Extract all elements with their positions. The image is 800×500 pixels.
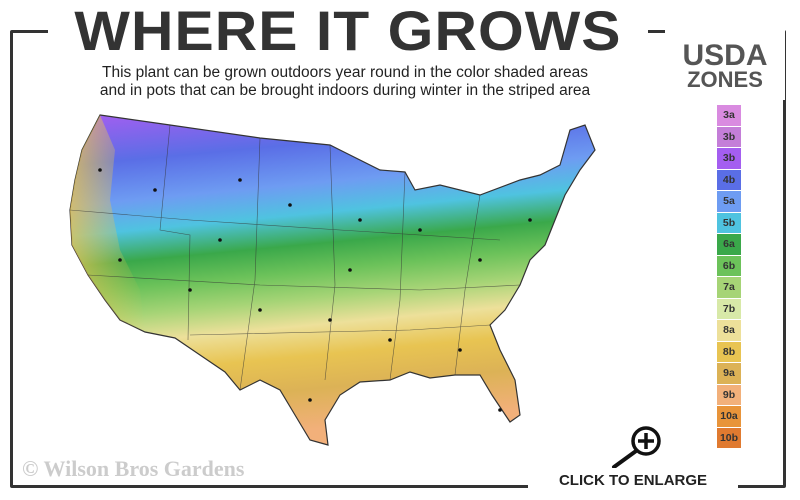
legend-zone-4b: 4b bbox=[717, 169, 741, 190]
page-title: WHERE IT GROWS bbox=[74, 0, 622, 62]
city-markers bbox=[98, 168, 532, 412]
zone-legend: 3a 3b 3b 4b 5a 5b 6a 6b 7a 7b 8a 8b 9a 9b 10a 10b bbox=[717, 105, 741, 449]
legend-zone-5b: 5b bbox=[717, 212, 741, 233]
legend-mask bbox=[665, 20, 785, 100]
legend-zone-3b: 3b bbox=[717, 148, 741, 169]
legend-title: USDA ZONES bbox=[670, 39, 780, 92]
legend-zone-6b: 6b bbox=[717, 255, 741, 276]
subtitle-line-2: and in pots that can be brought indoors … bbox=[99, 82, 591, 99]
enlarge-mask bbox=[528, 468, 738, 498]
state-borders bbox=[69, 124, 521, 391]
usda-zone-map[interactable] bbox=[60, 110, 620, 455]
subtitle-line-1: This plant can be grown outdoors year ro… bbox=[102, 64, 588, 81]
legend-zone-6a: 6a bbox=[717, 234, 741, 255]
title-mask bbox=[48, 0, 648, 60]
legend-title-line-1: USDA bbox=[682, 39, 768, 72]
magnifier-plus-icon[interactable] bbox=[608, 425, 668, 470]
legend-zone-8b: 8b bbox=[717, 341, 741, 362]
west-coast-warm-zone bbox=[70, 115, 145, 332]
click-to-enlarge-button[interactable]: CLICK TO ENLARGE bbox=[558, 472, 708, 489]
legend-zone-3a: 3a bbox=[717, 105, 741, 126]
legend-zone-7b: 7b bbox=[717, 298, 741, 319]
subtitle: This plant can be grown outdoors year ro… bbox=[40, 64, 650, 100]
legend-zone-7a: 7a bbox=[717, 277, 741, 298]
legend-zone-8a: 8a bbox=[717, 320, 741, 341]
legend-title-line-2: ZONES bbox=[687, 67, 763, 92]
legend-zone-9b: 9b bbox=[717, 384, 741, 405]
legend-zone-5a: 5a bbox=[717, 191, 741, 212]
legend-zone-10a: 10a bbox=[717, 406, 741, 427]
us-outline bbox=[69, 114, 596, 446]
legend-zone-9a: 9a bbox=[717, 363, 741, 384]
copyright-watermark: © Wilson Bros Gardens bbox=[22, 456, 245, 481]
legend-zone-3b: 3b bbox=[717, 126, 741, 147]
legend-zone-10b: 10b bbox=[717, 427, 741, 448]
